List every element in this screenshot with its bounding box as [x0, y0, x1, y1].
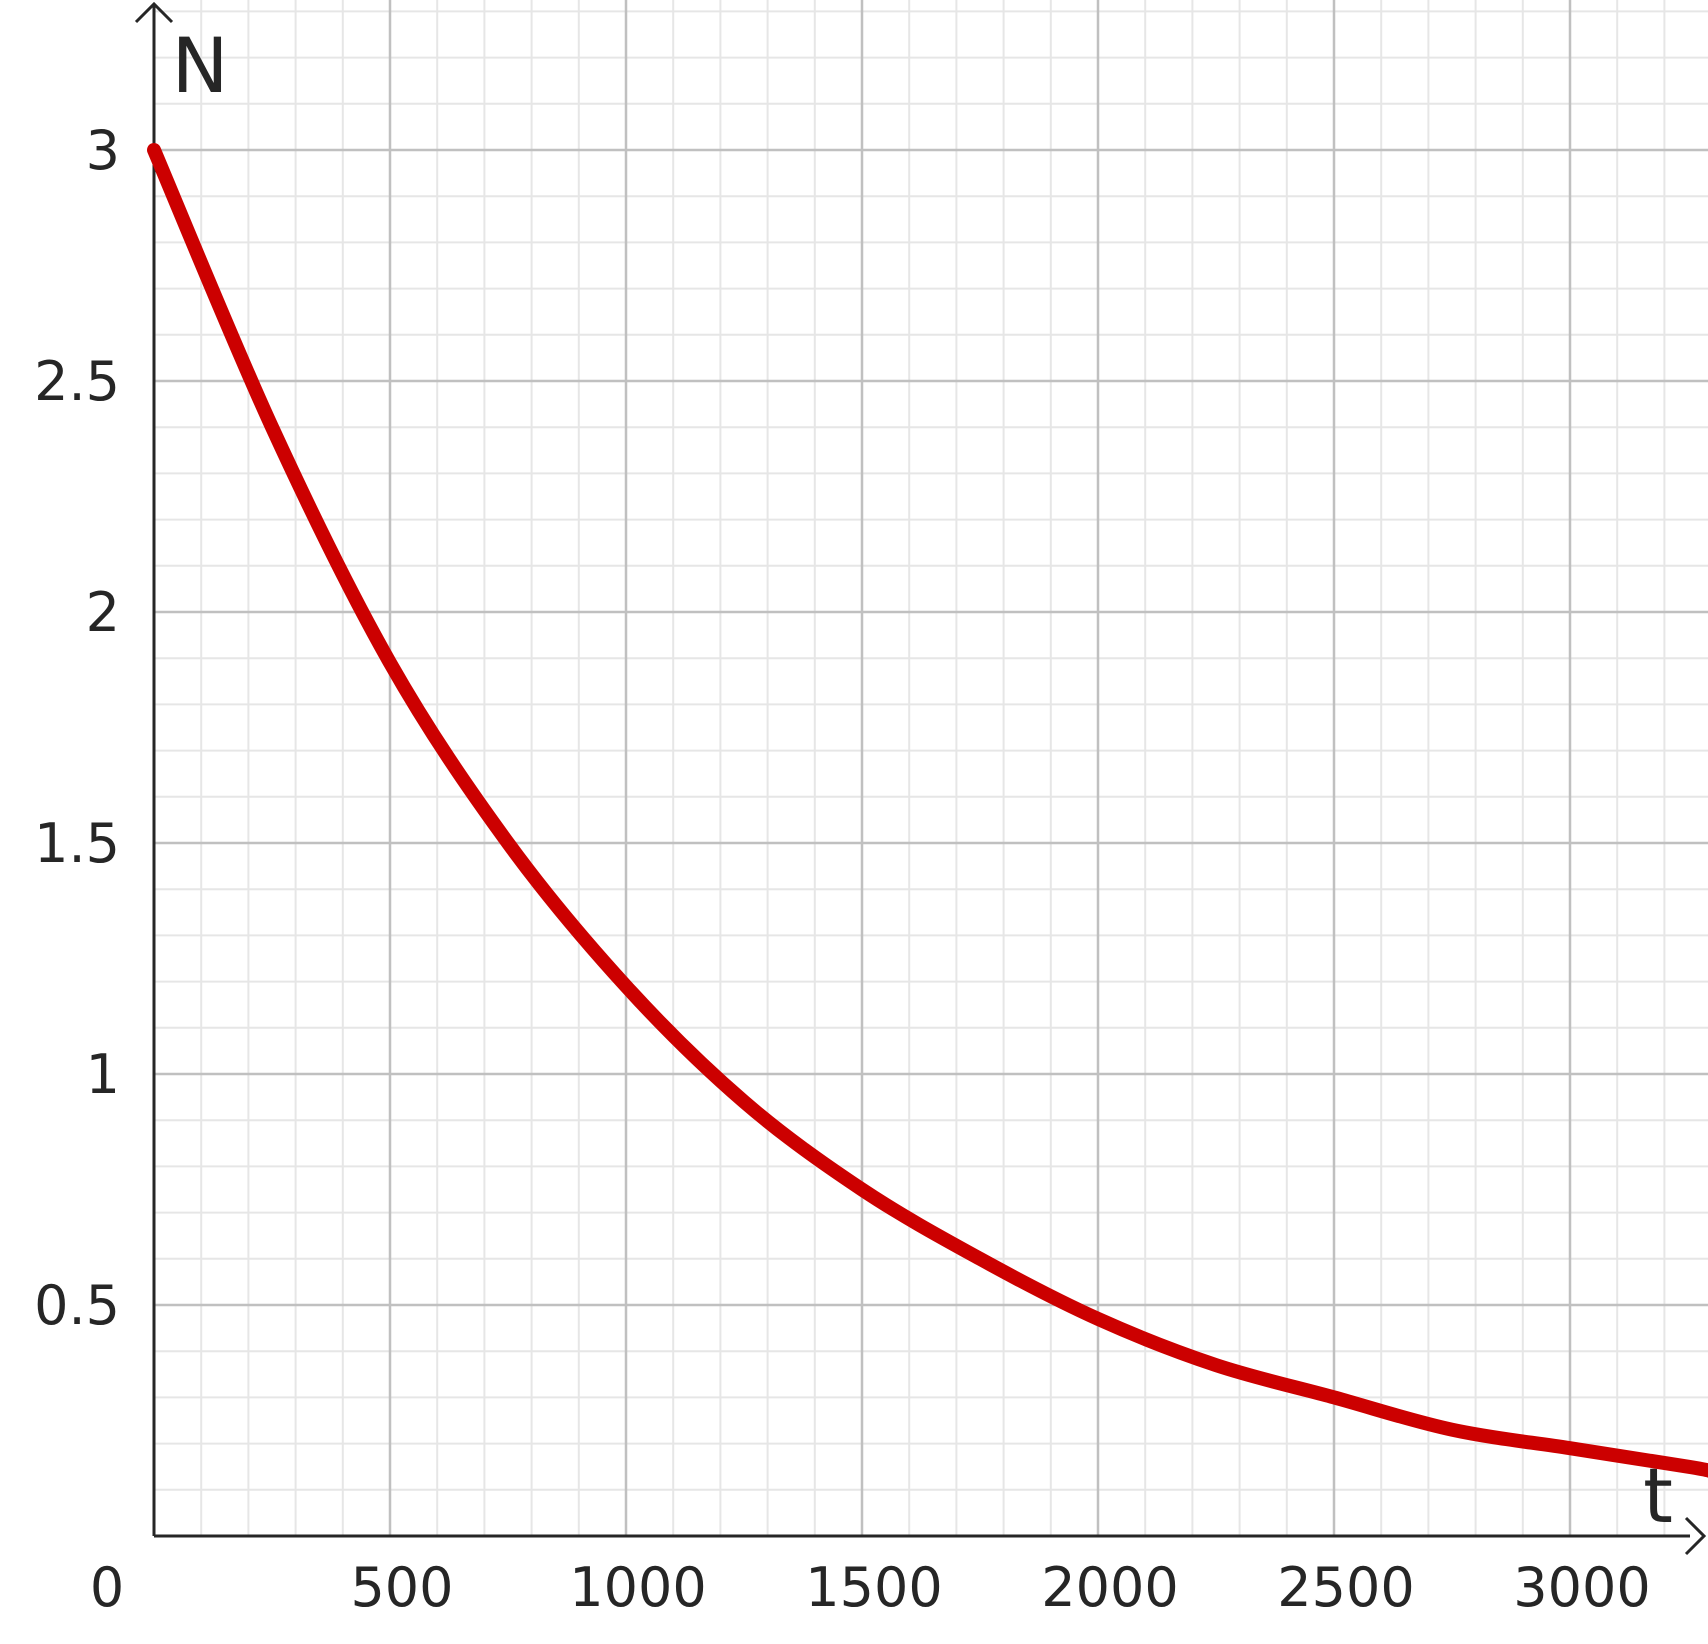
y-tick-label: 3 — [86, 119, 120, 182]
series-group — [147, 143, 1708, 1478]
y-tick-label: 0.5 — [34, 1274, 120, 1337]
axes — [134, 1, 1707, 1556]
x-tick-labels: 500 1000 1500 2000 2500 3000 — [350, 1556, 1650, 1619]
y-tick-label: 1 — [86, 1043, 120, 1106]
y-tick-label: 2 — [86, 581, 120, 644]
x-tick-label: 500 — [350, 1556, 453, 1619]
x-tick-label: 2500 — [1277, 1556, 1414, 1619]
x-tick-label: 2000 — [1041, 1556, 1178, 1619]
decay-curve-line — [147, 143, 1708, 1478]
origin-label: 0 — [90, 1556, 124, 1619]
y-tick-label: 2.5 — [34, 350, 120, 413]
minor-grid — [154, 0, 1708, 1536]
y-tick-labels: 0.5 1 1.5 2 2.5 3 — [34, 119, 120, 1337]
y-tick-label: 1.5 — [34, 812, 120, 875]
x-axis-arrow-icon — [1684, 1516, 1707, 1556]
x-tick-label: 1500 — [805, 1556, 942, 1619]
y-axis-arrow-icon — [134, 1, 174, 24]
x-tick-label: 3000 — [1513, 1556, 1650, 1619]
y-axis-label: N — [172, 21, 229, 110]
major-grid — [154, 0, 1708, 1536]
x-tick-label: 1000 — [569, 1556, 706, 1619]
